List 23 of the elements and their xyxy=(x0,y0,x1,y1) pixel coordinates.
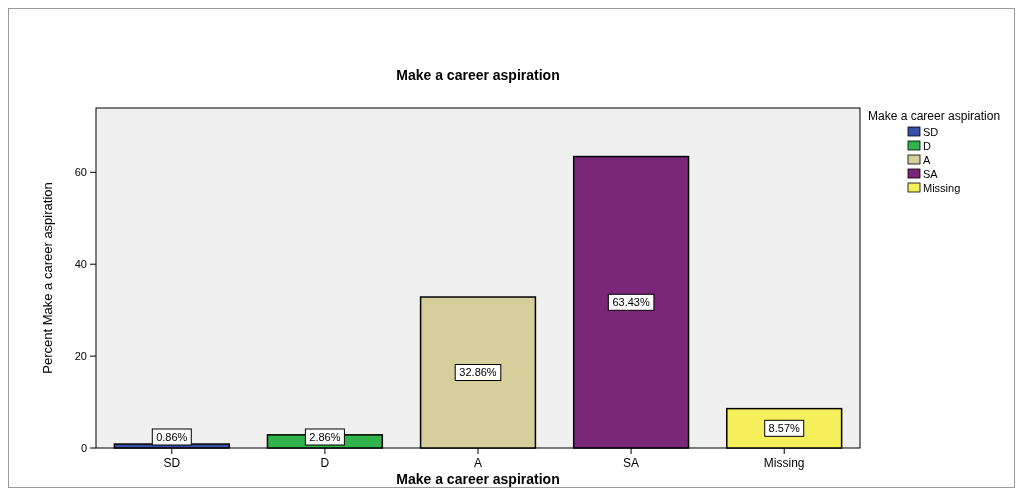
y-tick-label: 0 xyxy=(80,441,87,454)
legend-label: Missing xyxy=(923,182,961,194)
y-tick-label: 20 xyxy=(74,349,87,362)
data-label: 2.86% xyxy=(309,430,341,443)
legend-label: A xyxy=(923,154,931,166)
x-tick-label: SD xyxy=(163,456,181,470)
x-tick-label: SA xyxy=(623,456,640,470)
data-label: 8.57% xyxy=(768,422,801,435)
y-tick-label: 60 xyxy=(74,166,87,179)
y-tick-label: 40 xyxy=(74,258,87,271)
data-label: 32.86% xyxy=(459,366,497,379)
x-tick-label: A xyxy=(473,456,483,470)
x-tick-label: D xyxy=(320,456,330,470)
chart-title: Make a career aspiration xyxy=(396,67,560,83)
legend-label: D xyxy=(923,140,931,152)
data-label: 63.43% xyxy=(612,296,650,309)
legend-label: SA xyxy=(923,168,939,180)
y-axis-title: Percent Make a career aspiration xyxy=(40,182,55,374)
x-axis-title: Make a career aspiration xyxy=(396,471,560,487)
legend-title: Make a career aspiration xyxy=(868,109,1001,123)
legend-label: SD xyxy=(923,126,939,138)
x-tick-label: Missing xyxy=(763,456,805,470)
data-label: 0.86% xyxy=(156,430,188,443)
